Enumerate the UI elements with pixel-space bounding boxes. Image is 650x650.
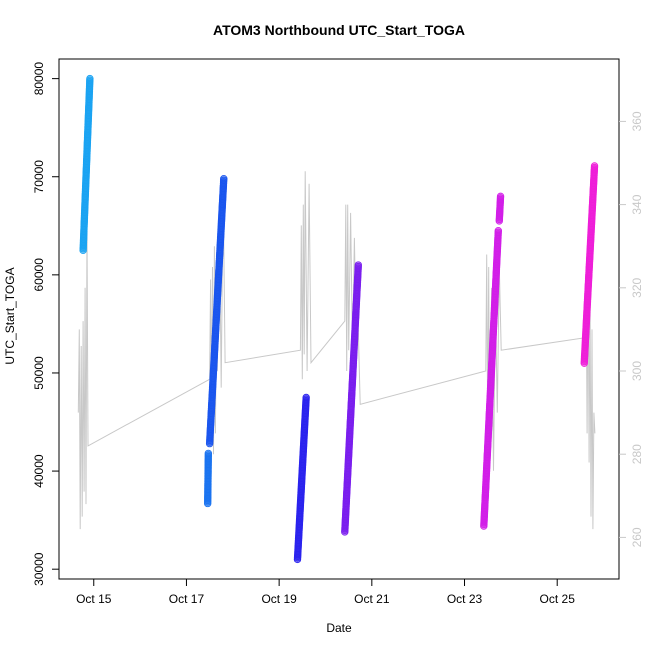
y2-tick-label: 300	[630, 361, 644, 381]
x-axis-label: Date	[326, 621, 352, 635]
data-point	[590, 162, 599, 170]
data-point	[220, 174, 228, 183]
data-point	[496, 192, 505, 201]
y-axis-label: UTC_Start_TOGA	[3, 267, 17, 364]
data-point	[86, 74, 94, 83]
y-tick-label: 80000	[32, 62, 46, 96]
plot-frame	[58, 58, 620, 580]
y-tick-label: 50000	[32, 356, 46, 390]
data-series-4	[341, 261, 363, 536]
data-series-5	[480, 226, 503, 530]
data-series-0	[79, 74, 94, 255]
x-tick-label: Oct 15	[76, 592, 112, 606]
y-tick-label: 40000	[32, 454, 46, 488]
data-series-7	[580, 162, 599, 367]
data-point	[354, 261, 363, 269]
y-tick-label: 30000	[32, 552, 46, 586]
x-tick-label: Oct 19	[261, 592, 297, 606]
y2-tick-label: 360	[630, 111, 644, 131]
x-tick-label: Oct 17	[169, 592, 205, 606]
y-tick-label: 70000	[32, 160, 46, 194]
chart-title: ATOM3 Northbound UTC_Start_TOGA	[213, 22, 465, 38]
secondary-series-line	[77, 171, 596, 530]
data-series-2	[205, 174, 228, 448]
y2-tick-label: 340	[630, 194, 644, 214]
data-series-6	[495, 192, 505, 225]
y2-tick-label: 260	[630, 527, 644, 547]
data-point	[204, 449, 213, 458]
data-point	[302, 393, 310, 402]
x-tick-label: Oct 23	[447, 592, 483, 606]
x-tick-label: Oct 21	[354, 592, 390, 606]
y2-tick-label: 280	[630, 444, 644, 464]
y-tick-label: 60000	[32, 258, 46, 292]
x-tick-label: Oct 25	[540, 592, 576, 606]
y2-tick-label: 320	[630, 277, 644, 297]
data-point	[494, 226, 503, 235]
data-series-3	[293, 393, 310, 564]
data-series-1	[203, 449, 213, 508]
